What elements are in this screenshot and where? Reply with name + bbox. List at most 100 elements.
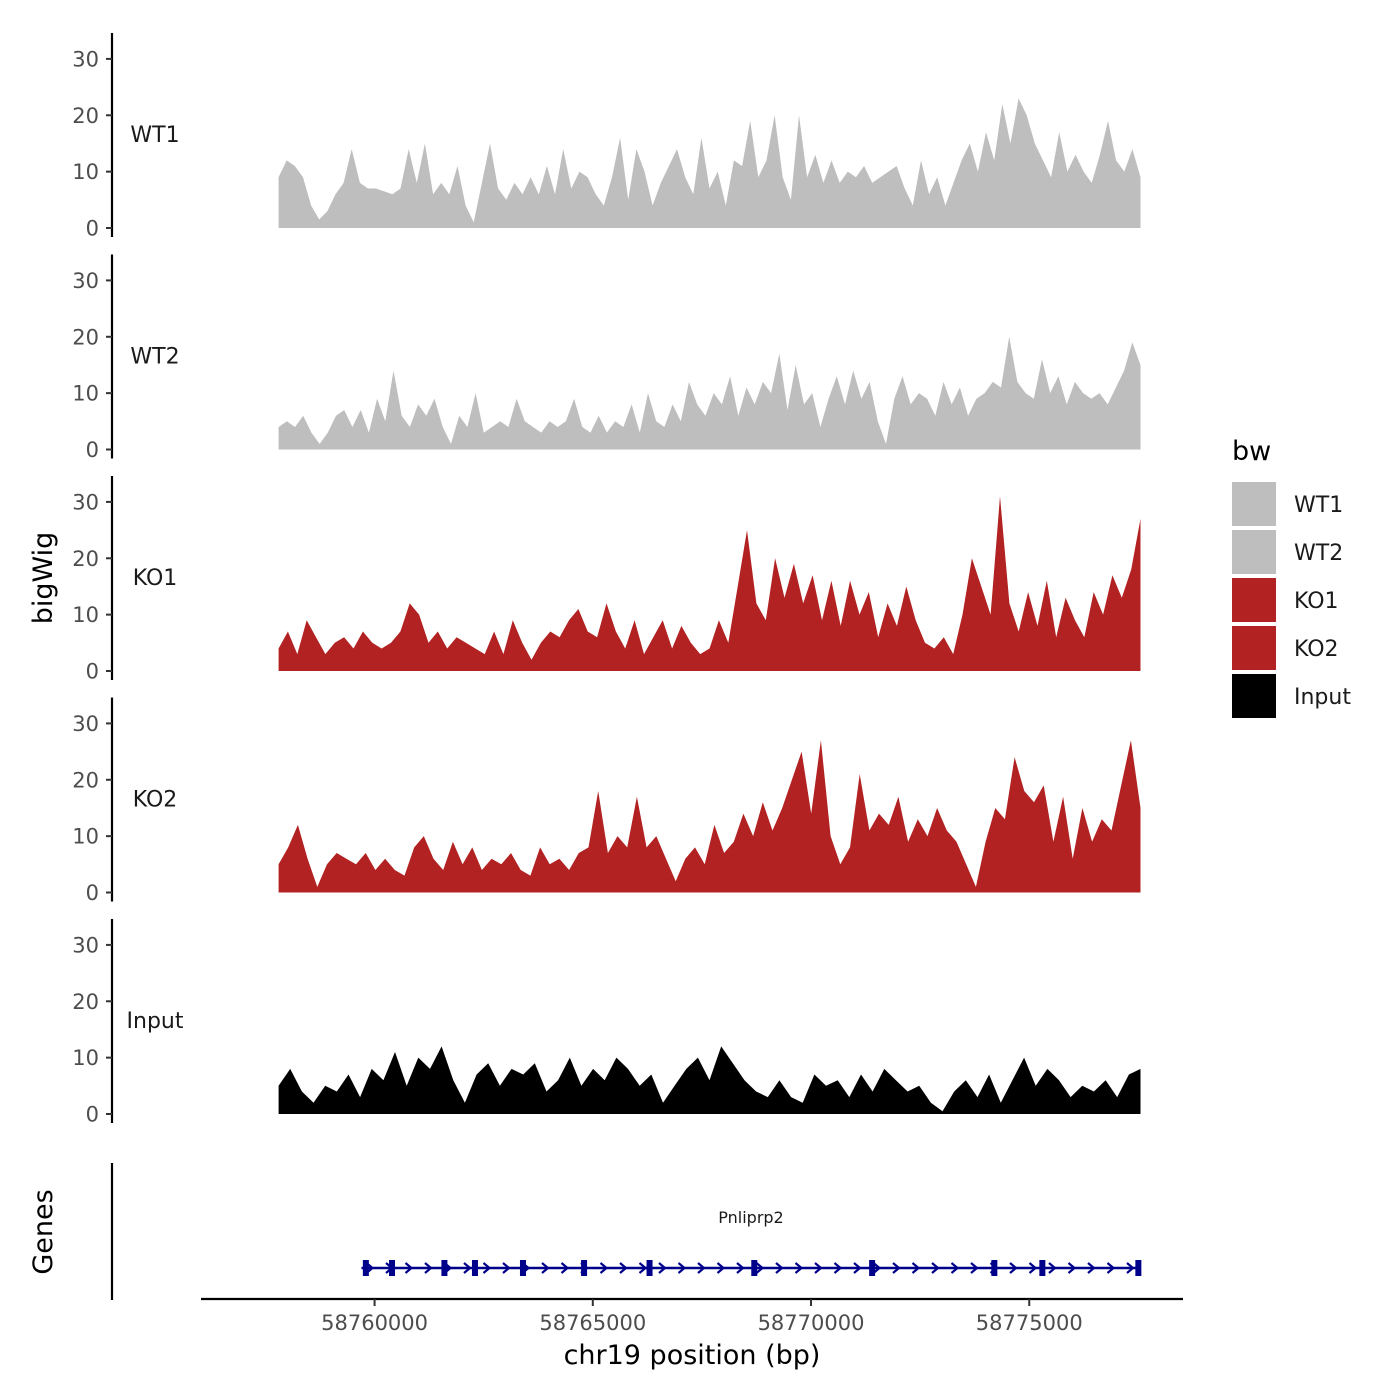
y-tick-label: 0	[86, 438, 99, 462]
y-tick-label: 20	[72, 325, 99, 349]
strand-arrow	[872, 1262, 882, 1274]
track-label-ko1: KO1	[133, 566, 178, 591]
strand-arrow	[677, 1262, 687, 1274]
strand-arrow	[1009, 1262, 1018, 1274]
strand-arrow	[1106, 1262, 1116, 1274]
y-tick-label: 10	[72, 160, 99, 184]
legend-label: WT1	[1294, 493, 1343, 518]
strand-arrow	[1067, 1262, 1077, 1274]
track-wt1: 0 10 20 30 WT1	[72, 33, 1141, 241]
legend-swatch	[1232, 482, 1276, 526]
legend: bw WT1 WT2 KO1 KO2 Input	[1232, 436, 1351, 718]
legend-label: KO1	[1294, 589, 1339, 614]
legend-item-wt1: WT1	[1232, 482, 1343, 526]
y-tick-label: 0	[86, 881, 99, 905]
exon	[519, 1260, 526, 1276]
exon	[869, 1260, 876, 1276]
y-tick-label: 10	[72, 825, 99, 849]
y-tick-label: 0	[86, 660, 99, 684]
strand-arrow	[755, 1262, 765, 1274]
y-tick-label: 30	[72, 47, 99, 71]
x-tick-label: 58775000	[976, 1311, 1083, 1335]
legend-label: KO2	[1294, 637, 1339, 662]
y-tick-label: 30	[72, 712, 99, 736]
legend-swatch	[1232, 626, 1276, 670]
track-ko1: 0 10 20 30 KO1	[72, 476, 1141, 684]
y-tick-label: 10	[72, 1046, 99, 1070]
strand-arrow	[833, 1262, 843, 1274]
exon	[751, 1260, 758, 1276]
y-axis-title: bigWig	[28, 532, 59, 625]
y-tick-label: 10	[72, 382, 99, 406]
strand-arrow	[950, 1262, 960, 1274]
area-ko2	[278, 740, 1141, 893]
y-tick-label: 30	[72, 933, 99, 957]
strand-arrow	[911, 1262, 921, 1274]
y-tick-label: 20	[72, 990, 99, 1014]
y-tick-label: 20	[72, 104, 99, 128]
track-label-input: Input	[127, 1009, 184, 1034]
exon	[441, 1260, 448, 1276]
exon	[471, 1260, 478, 1276]
strand-arrow	[697, 1262, 706, 1274]
x-tick-label: 58760000	[321, 1311, 428, 1335]
x-axis-title: chr19 position (bp)	[564, 1340, 821, 1371]
track-input: 0 10 20 30 Input	[72, 919, 1141, 1127]
y-tick-label: 0	[86, 217, 99, 241]
strand-arrow	[560, 1262, 570, 1274]
y-tick-label: 30	[72, 269, 99, 293]
strand-arrow	[658, 1262, 667, 1274]
legend-label: Input	[1294, 685, 1351, 710]
y-tick-label: 20	[72, 547, 99, 571]
strand-arrow	[814, 1262, 823, 1274]
strand-arrow	[638, 1262, 648, 1274]
track-ko2: 0 10 20 30 KO2	[72, 697, 1141, 905]
area-ko1	[278, 496, 1141, 671]
strand-arrow	[892, 1262, 901, 1274]
gene-name-label: Pnliprp2	[718, 1208, 783, 1227]
strand-arrow	[853, 1262, 862, 1274]
strand-arrow	[404, 1262, 414, 1274]
legend-title: bw	[1232, 436, 1271, 467]
x-tick-label: 58765000	[539, 1311, 646, 1335]
track-wt2: 0 10 20 30 WT2	[72, 254, 1141, 462]
strand-arrow	[502, 1262, 511, 1274]
legend-swatch	[1232, 578, 1276, 622]
gene-pnliprp2: Pnliprp2	[361, 1208, 1142, 1276]
legend-item-wt2: WT2	[1232, 530, 1343, 574]
bigwig-tracks: 0 10 20 30 WT1 0 10 20 30 WT2 0 10 20 30 KO1 0 10 20 30 KO2…	[72, 33, 1141, 1127]
y-tick-label: 30	[72, 490, 99, 514]
exon	[1135, 1260, 1142, 1276]
gene-panel-label: Genes	[28, 1189, 59, 1274]
strand-arrow	[463, 1262, 472, 1274]
strand-arrow	[424, 1262, 433, 1274]
area-wt1	[278, 98, 1141, 229]
strand-arrow	[970, 1262, 979, 1274]
strand-arrow	[1048, 1262, 1057, 1274]
area-input	[278, 1046, 1141, 1114]
legend-label: WT2	[1294, 541, 1343, 566]
x-tick-label: 58770000	[758, 1311, 865, 1335]
strand-arrow	[1126, 1262, 1135, 1274]
legend-item-input: Input	[1232, 674, 1351, 718]
strand-arrow	[541, 1262, 550, 1274]
strand-arrow	[599, 1262, 609, 1274]
legend-item-ko2: KO2	[1232, 626, 1339, 670]
exon	[389, 1260, 396, 1276]
track-label-wt1: WT1	[130, 123, 179, 148]
strand-arrow	[619, 1262, 628, 1274]
exon	[991, 1260, 998, 1276]
track-label-wt2: WT2	[130, 345, 179, 370]
legend-items: WT1 WT2 KO1 KO2 Input	[1232, 482, 1351, 718]
strand-arrow	[931, 1262, 940, 1274]
legend-item-ko1: KO1	[1232, 578, 1339, 622]
y-tick-label: 10	[72, 603, 99, 627]
strand-arrow	[736, 1262, 745, 1274]
gene-panel: Genes Pnliprp2 58760000 58765000 58770000 5…	[28, 1163, 1183, 1335]
strand-arrow	[775, 1262, 784, 1274]
strand-arrow	[716, 1262, 726, 1274]
strand-arrow	[482, 1262, 492, 1274]
y-tick-label: 20	[72, 768, 99, 792]
exon	[362, 1260, 369, 1276]
